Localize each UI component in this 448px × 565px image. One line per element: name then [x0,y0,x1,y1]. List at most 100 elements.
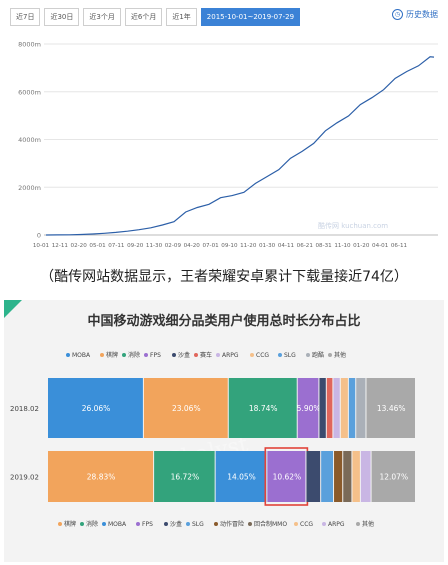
legend-swatch [80,522,84,526]
x-tick-label: 09-20 [127,243,144,249]
legend-label: 消除 [128,351,140,359]
legend-swatch [144,353,148,357]
segment-value-label: 26.06% [82,404,111,413]
bar-segment [143,378,228,438]
legend-swatch [294,522,298,526]
x-tick-label: 12-11 [52,243,69,249]
x-tick-label: 02-20 [71,243,88,249]
legend-swatch [322,522,326,526]
legend-swatch [66,353,70,357]
date-range-tabs: 近7日 近30日 近3个月 近6个月 近1年 2015-10-01~2019-0… [10,8,301,26]
bar-segment [356,378,366,438]
downloads-series-line [45,56,435,236]
segment-value-label: 10.62% [273,473,302,482]
history-data-label: 历史数据 [406,10,438,19]
caption-text: （酷传网站数据显示，王者荣耀安卓累计下载量接近74亿） [40,269,408,285]
x-tick-label: 06-21 [297,243,314,249]
x-tick-label: 06-11 [391,243,408,249]
x-tick-label: 07-11 [108,243,125,249]
legend-label: SLG [284,352,296,359]
x-tick-label: 04-01 [372,243,389,249]
x-tick-label: 11-20 [240,243,257,249]
legend-label: CCG [256,352,269,359]
legend-label: MOBA [108,521,127,528]
legend-swatch [278,353,282,357]
legend-label: FPS [150,352,161,359]
legend-swatch [136,522,140,526]
bar-segment [334,451,343,502]
bar-segment [343,451,352,502]
bar-segment [215,451,267,502]
segment-value-label: 23.06% [172,404,201,413]
legend-label: ARPG [328,521,345,528]
bar-segment [340,378,348,438]
legend-swatch [122,353,126,357]
legend-label: 其他 [334,351,346,359]
tab-custom-range[interactable]: 2015-10-01~2019-07-29 [200,8,301,26]
legend-swatch [164,522,168,526]
x-tick-label: 02-09 [165,243,182,249]
segment-value-label: 5.90% [297,404,321,413]
x-tick-label: 04-11 [278,243,295,249]
legend-swatch [172,353,176,357]
segment-value-label: 16.72% [171,473,200,482]
legend-swatch [216,353,220,357]
y-tick-label: 8000m [18,41,41,49]
bar-segment [371,451,415,502]
legend-swatch [328,353,332,357]
clock-icon: ◷ [392,9,403,20]
legend-label: SLG [192,521,204,528]
x-tick-label: 01-30 [259,243,276,249]
bar-segment [154,451,215,502]
legend-swatch [194,353,198,357]
history-data-link[interactable]: ◷ 历史数据 [392,9,438,20]
y-tick-label: 4000m [18,136,41,144]
legend-swatch [248,522,252,526]
legend-label: 沙盒 [178,351,190,359]
bar-segment [319,378,326,438]
bar-segment [267,451,306,502]
bar-segment [360,451,371,502]
bar-segment [297,378,319,438]
x-tick-label: 05-01 [89,243,106,249]
legend-label: 回合制MMO [254,520,287,528]
download-chart-panel: 近7日 近30日 近3个月 近6个月 近1年 2015-10-01~2019-0… [0,0,448,262]
segment-value-label: 28.83% [87,473,116,482]
x-tick-label: 10-01 [33,243,50,249]
segment-value-label: 12.07% [379,473,408,482]
legend-swatch [214,522,218,526]
legend-label: ARPG [222,352,239,359]
tab-7-days[interactable]: 近7日 [10,8,41,26]
bar-segment [321,451,334,502]
bar-segment [48,378,143,438]
legend-swatch [306,353,310,357]
legend-label: CCG [300,521,313,528]
legend-label: 消除 [86,520,98,528]
legend-label: MOBA [72,352,91,359]
tab-3-months[interactable]: 近3个月 [83,8,121,26]
segment-value-label: 14.05% [227,473,256,482]
legend-swatch [102,522,106,526]
x-tick-label: 08-31 [315,243,332,249]
x-tick-label: 04-20 [184,243,201,249]
bar-segment [48,451,154,502]
corner-accent [4,300,22,318]
download-line-chart: 0 2000m 4000m 6000m 8000m 10-01 12-11 02-20 05-0… [18,41,438,249]
legend-swatch [186,522,190,526]
x-tick-label: 01-20 [353,243,370,249]
tab-6-months[interactable]: 近6个月 [124,8,163,26]
bar-segment [348,378,356,438]
tab-1-year[interactable]: 近1年 [166,8,197,26]
bar-segment [228,378,297,438]
legend-label: 动作冒险 [220,520,244,528]
bar-segment [306,451,321,502]
legend-label: 沙盒 [170,520,182,528]
bar-segment [326,378,333,438]
bar-chart-title: 中国移动游戏细分品类用户使用总时长分布占比 [87,314,361,329]
x-tick-label: 07-01 [202,243,219,249]
tab-30-days[interactable]: 近30日 [44,8,80,26]
legend-swatch [356,522,360,526]
row-label: 2018.02 [10,405,39,413]
bar-segment [333,378,340,438]
